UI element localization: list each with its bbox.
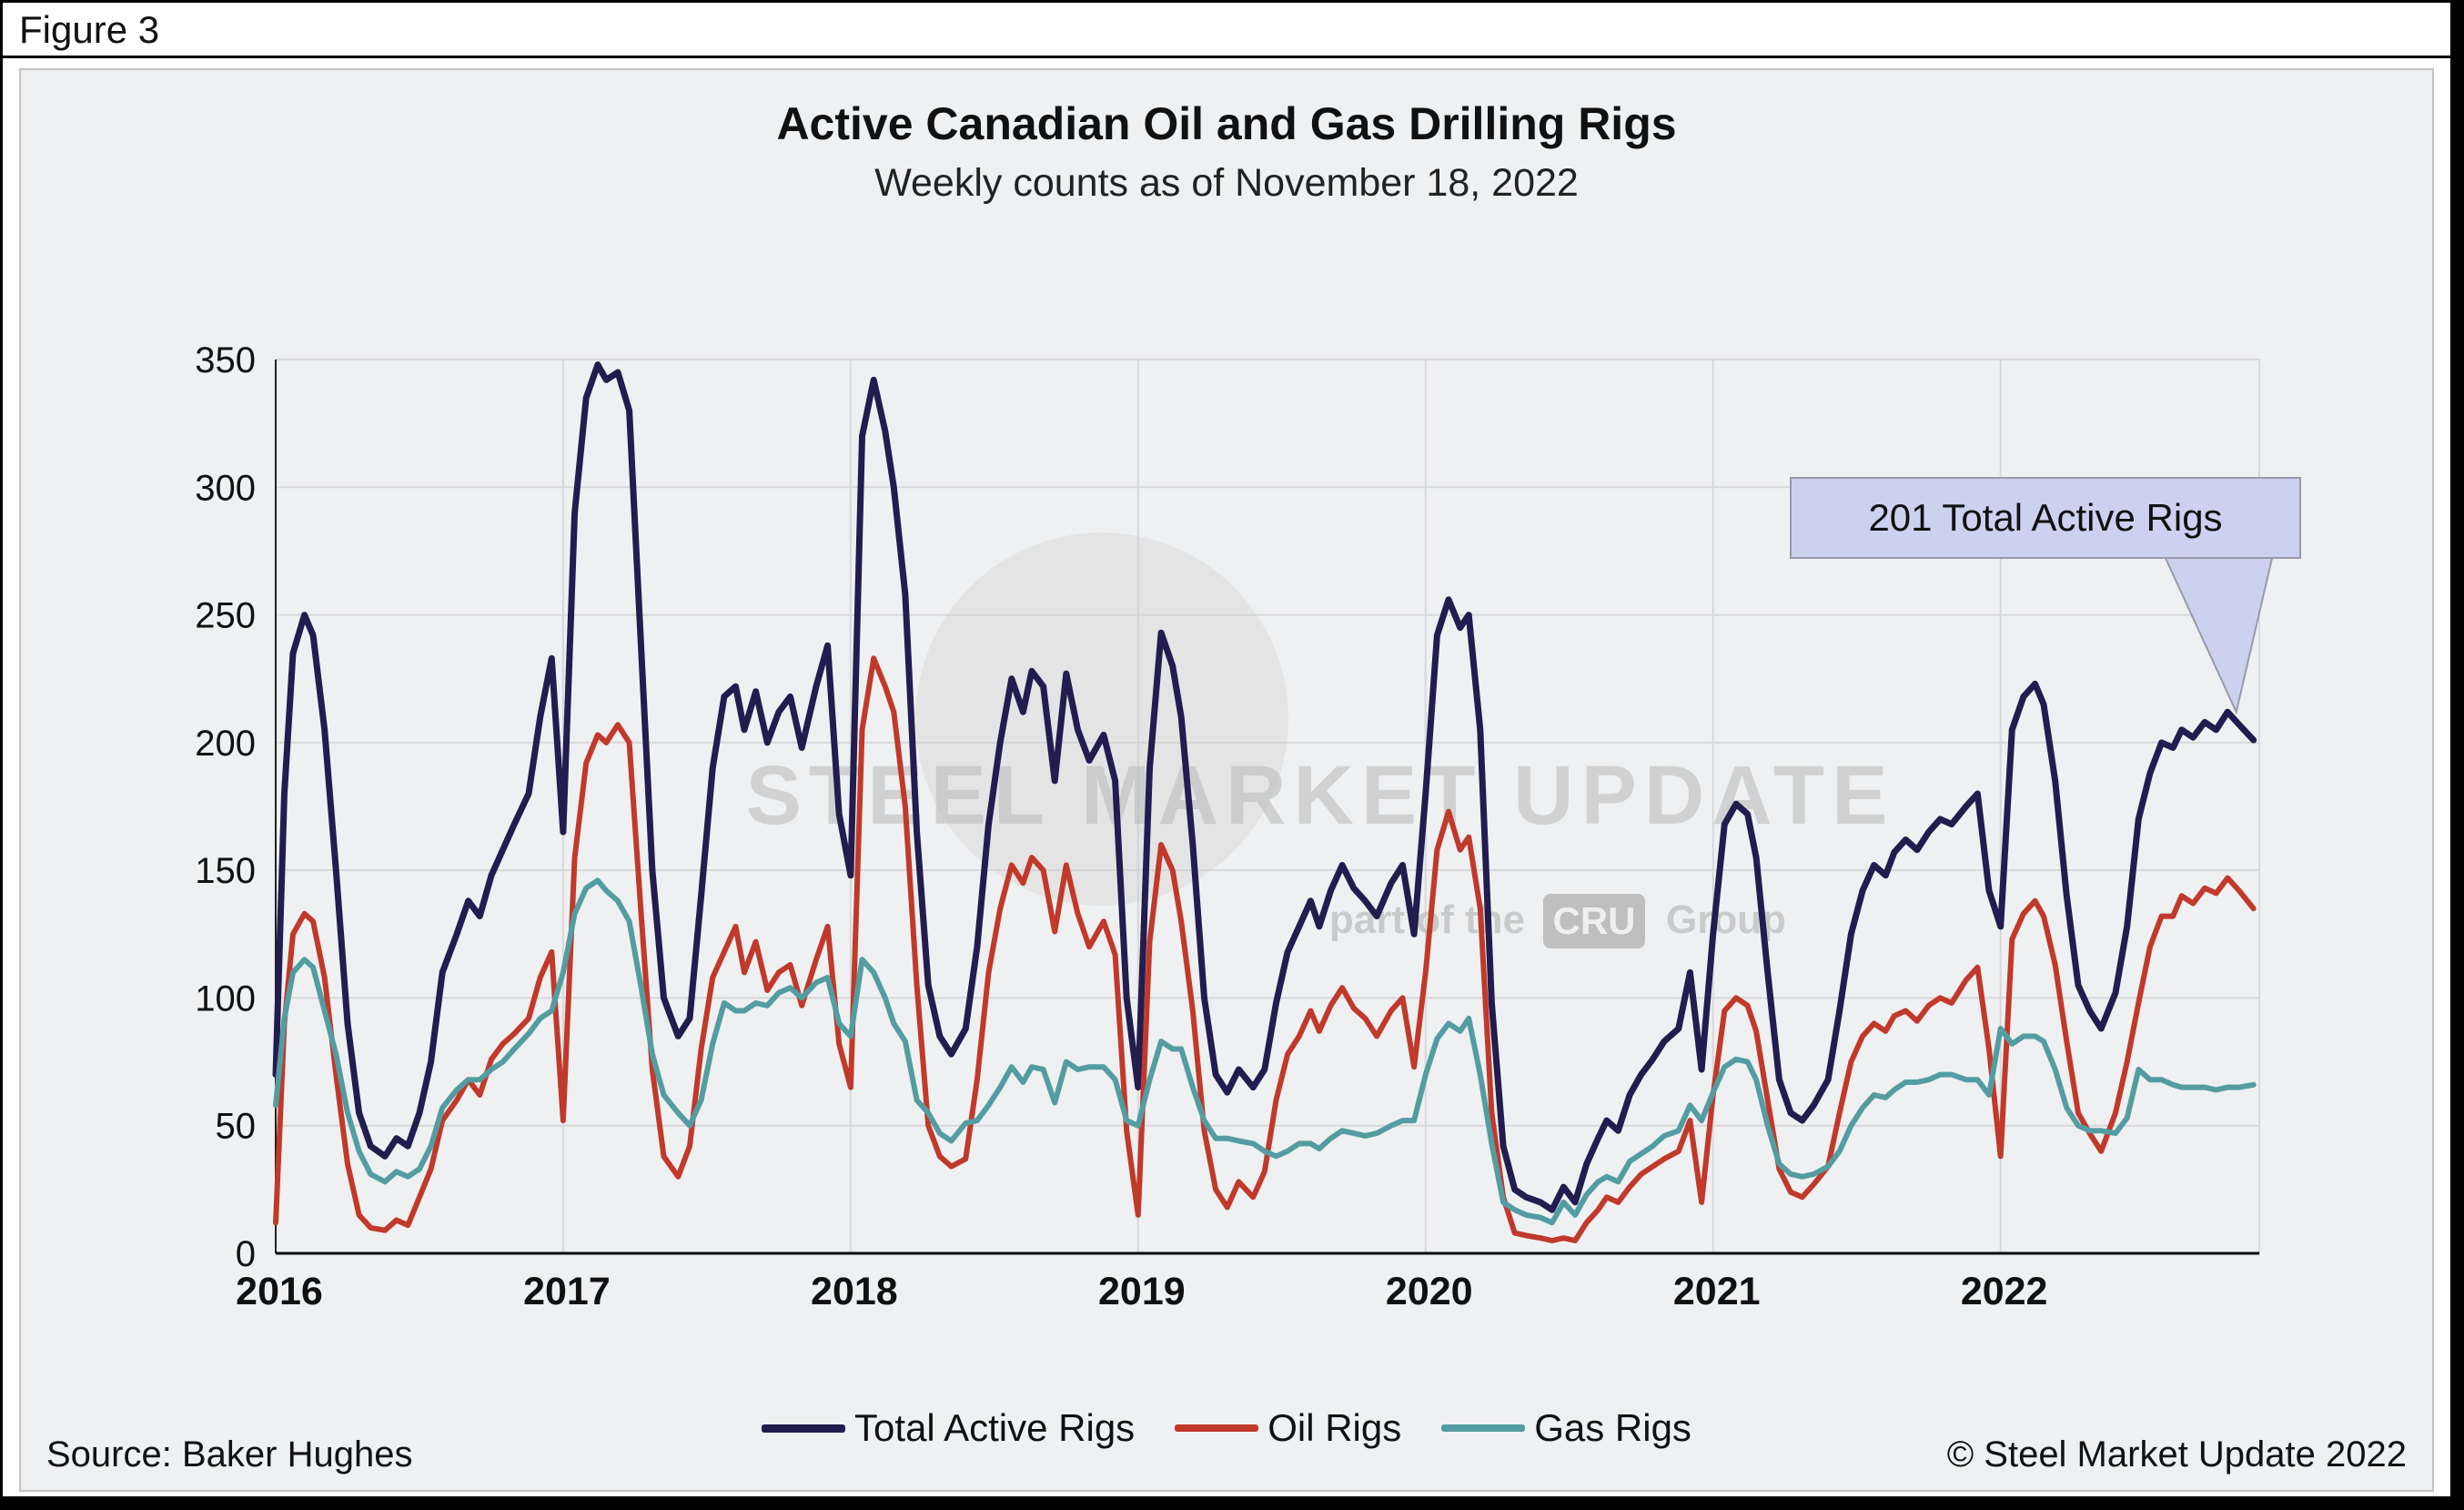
annotation-box	[1790, 477, 2301, 559]
y-tick-label: 100	[195, 978, 256, 1018]
y-tick-label: 200	[195, 724, 256, 764]
series-total-line	[272, 361, 2257, 1213]
y-tick-label: 350	[195, 340, 256, 380]
legend-label-oil: Oil Rigs	[1267, 1406, 1402, 1449]
watermark-cru-badge	[1543, 894, 1645, 948]
x-tick-label: 2021	[1673, 1270, 1761, 1313]
series-oil-line	[273, 655, 2257, 1243]
source-note: Source: Baker Hughes	[46, 1434, 413, 1475]
x-tick-label: 2018	[811, 1270, 898, 1313]
legend-label-gas: Gas Rigs	[1534, 1406, 1691, 1449]
x-tick-label: 2019	[1098, 1270, 1186, 1313]
y-tick-label: 250	[195, 596, 256, 636]
chart-panel: Active Canadian Oil and Gas Drilling Rig…	[19, 68, 2434, 1492]
series-gas-line	[273, 877, 2257, 1226]
annotation-pointer	[2162, 553, 2275, 715]
chart-svg: 0 50 100 150 200 250 300 350 2016 2017 2018 2019 202…	[195, 340, 2301, 1313]
figure-header: Figure 3	[3, 3, 2450, 58]
figure-label: Figure 3	[19, 8, 160, 51]
y-tick-label: 50	[216, 1107, 257, 1147]
watermark-text: STEEL MARKET UPDATE	[746, 749, 1895, 842]
legend-item-gas: Gas Rigs	[1441, 1406, 1691, 1450]
watermark-cru-text: CRU	[1553, 899, 1636, 942]
legend-label-total: Total Active Rigs	[854, 1406, 1136, 1449]
annotation-label: 201 Total Active Rigs	[1868, 496, 2222, 539]
y-tick-label: 150	[195, 851, 256, 891]
chart-title: Active Canadian Oil and Gas Drilling Rig…	[776, 98, 1677, 149]
legend-swatch-gas	[1441, 1424, 1526, 1432]
x-tick-label: 2016	[236, 1270, 323, 1313]
y-tick-label: 0	[236, 1234, 256, 1274]
watermark-group-text: Group	[1666, 897, 1786, 942]
y-tick-label: 300	[195, 468, 256, 508]
legend: Total Active Rigs Oil Rigs Gas Rigs	[21, 1406, 2432, 1450]
legend-item-oil: Oil Rigs	[1175, 1406, 1401, 1450]
x-tick-label: 2017	[523, 1270, 611, 1313]
watermark-circle-logo	[915, 532, 1288, 906]
copyright-note: © Steel Market Update 2022	[1946, 1434, 2407, 1475]
chart-subtitle: Weekly counts as of November 18, 2022	[874, 161, 1579, 205]
x-tick-label: 2022	[1961, 1270, 2048, 1313]
legend-swatch-total	[762, 1424, 846, 1433]
page: Figure 3 Active Canadian Oil and Gas Dri…	[3, 3, 2450, 1496]
legend-item-total: Total Active Rigs	[762, 1406, 1135, 1450]
x-tick-label: 2020	[1386, 1270, 1473, 1313]
legend-swatch-oil	[1175, 1424, 1259, 1432]
